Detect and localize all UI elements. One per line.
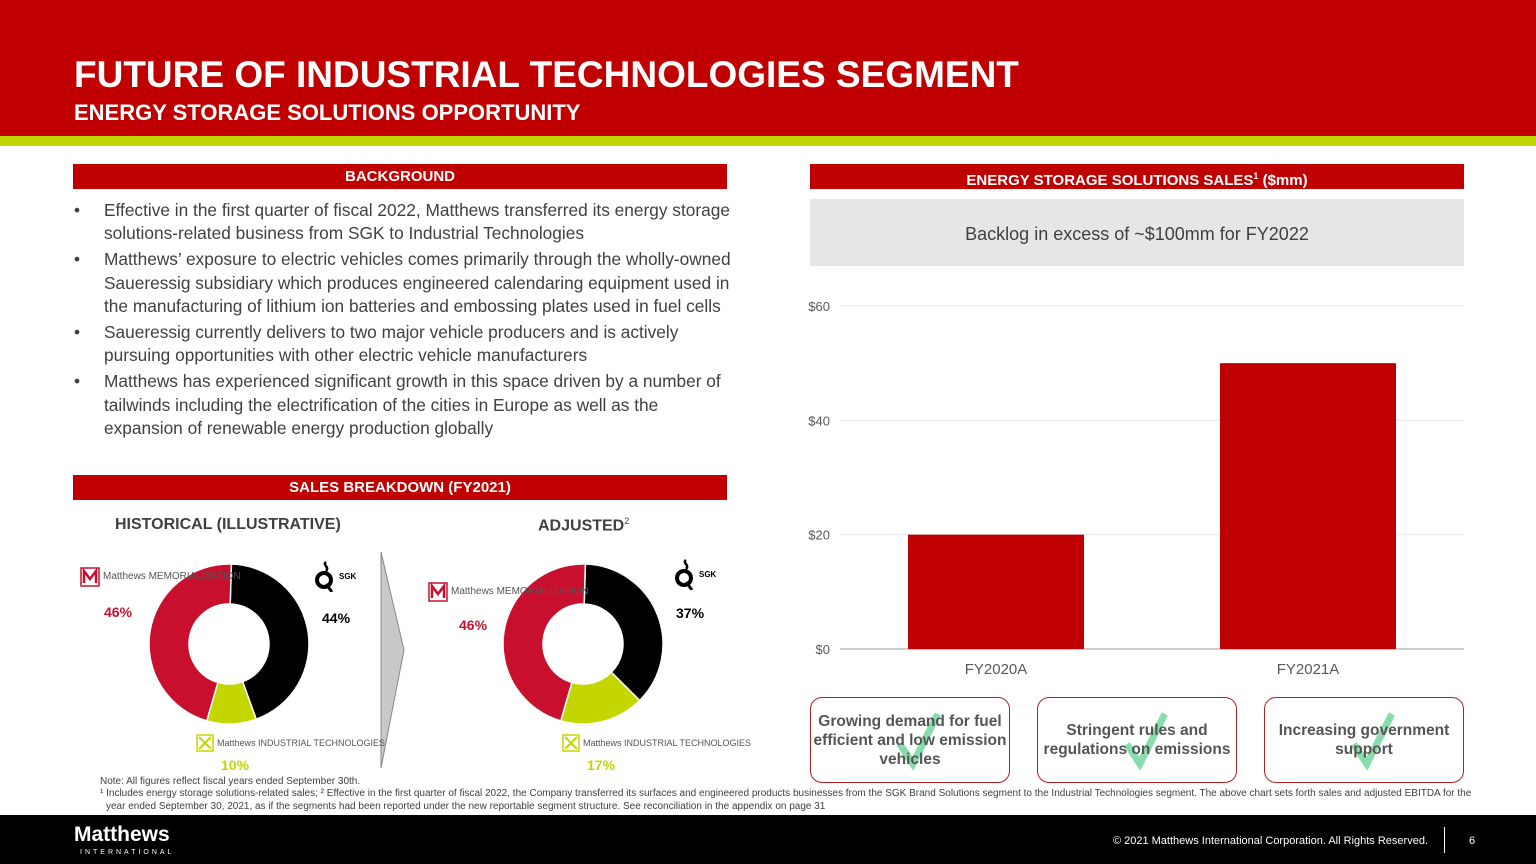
historical-donut — [148, 563, 310, 725]
footer: Matthews INTERNATIONAL © 2021 Matthews I… — [0, 815, 1536, 864]
background-bullets: Effective in the first quarter of fiscal… — [74, 199, 734, 443]
breakdown-heading: SALES BREAKDOWN (FY2021) — [73, 475, 727, 500]
sgk-mark-icon — [315, 561, 334, 592]
adjusted-title: ADJUSTED2 — [538, 516, 630, 535]
note: Note: All figures reflect fiscal years e… — [100, 776, 361, 787]
sgk-mark-icon — [675, 559, 694, 590]
y-tick-label: $0 — [816, 642, 830, 657]
pct-label: 17% — [587, 757, 616, 773]
footnote: ¹ Includes energy storage solutions-rela… — [100, 788, 1472, 812]
adjusted-donut — [502, 563, 664, 725]
page-title: FUTURE OF INDUSTRIAL TECHNOLOGIES SEGMEN… — [74, 54, 1019, 95]
accent-stripe — [0, 136, 1536, 146]
divider — [1444, 827, 1445, 853]
matthews-logo: Matthews — [74, 823, 170, 846]
sgk-logo: SGK — [314, 560, 356, 592]
y-tick-label: $40 — [808, 413, 830, 428]
industrial-mark-icon — [196, 734, 214, 752]
donut-charts — [148, 551, 664, 769]
y-tick-label: $20 — [808, 528, 830, 543]
copyright: © 2021 Matthews International Corporatio… — [1112, 835, 1428, 847]
x-tick-label: FY2021A — [1277, 661, 1340, 678]
page-number: 6 — [1469, 835, 1476, 847]
bullet: Effective in the first quarter of fiscal… — [74, 199, 734, 245]
page-subtitle: ENERGY STORAGE SOLUTIONS OPPORTUNITY — [74, 100, 581, 125]
check-icon — [1350, 712, 1395, 770]
driver-card: Growing demand for fuel efficient and lo… — [810, 697, 1010, 783]
pct-label: 46% — [104, 604, 133, 620]
sales-bar-chart: $0 $20 $40 $60 FY2020A FY2021A — [808, 299, 1464, 678]
pct-label: 44% — [322, 610, 351, 626]
backlog-callout: Backlog in excess of ~$100mm for FY2022 — [810, 199, 1464, 266]
driver-text: Increasing government support — [1278, 722, 1450, 758]
pct-label: 46% — [459, 617, 488, 633]
arrow-shape — [380, 551, 405, 769]
memorialization-mark-icon — [428, 582, 448, 602]
sgk-logo: SGK — [674, 558, 716, 590]
driver-card: Stringent rules and regulations on emiss… — [1037, 697, 1237, 783]
memorialization-logo: Matthews MEMORIALIZATION — [80, 567, 241, 587]
sales-chart-heading: ENERGY STORAGE SOLUTIONS SALES1 ($mm) — [810, 164, 1464, 189]
x-tick-label: FY2020A — [965, 661, 1028, 678]
bullet: Saueressig currently delivers to two maj… — [74, 321, 734, 367]
donut-slice-sgk — [229, 563, 310, 721]
bullet: Matthews’ exposure to electric vehicles … — [74, 248, 734, 318]
industrial-logo: Matthews INDUSTRIAL TECHNOLOGIES — [196, 734, 385, 752]
header: FUTURE OF INDUSTRIAL TECHNOLOGIES SEGMEN… — [0, 0, 1536, 136]
y-tick-label: $60 — [808, 299, 830, 314]
background-heading: BACKGROUND — [73, 164, 727, 189]
bullet: Matthews has experienced significant gro… — [74, 370, 734, 440]
memorialization-logo: Matthews MEMORIALIZATION — [428, 582, 589, 602]
check-icon — [1123, 712, 1168, 770]
pct-label: 10% — [221, 757, 250, 773]
pct-label: 37% — [676, 605, 705, 621]
memorialization-mark-icon — [80, 567, 100, 587]
donut-slice-memorialization — [502, 563, 587, 722]
donut-slice-memorialization — [148, 563, 233, 722]
industrial-mark-icon — [562, 734, 580, 752]
donut-slice-sgk — [583, 563, 664, 702]
logo-subtext: INTERNATIONAL — [80, 849, 175, 856]
historical-title: HISTORICAL (ILLUSTRATIVE) — [115, 516, 341, 533]
driver-card: Increasing government support — [1264, 697, 1464, 783]
driver-text: Stringent rules and regulations on emiss… — [1043, 722, 1231, 758]
bar-FY2020A — [908, 534, 1084, 649]
bar-FY2021A — [1220, 363, 1396, 649]
check-icon — [896, 712, 941, 770]
footnotes: Note: All figures reflect fiscal years e… — [100, 776, 1480, 813]
driver-text: Growing demand for fuel efficient and lo… — [813, 712, 1007, 768]
industrial-logo: Matthews INDUSTRIAL TECHNOLOGIES — [562, 734, 751, 752]
